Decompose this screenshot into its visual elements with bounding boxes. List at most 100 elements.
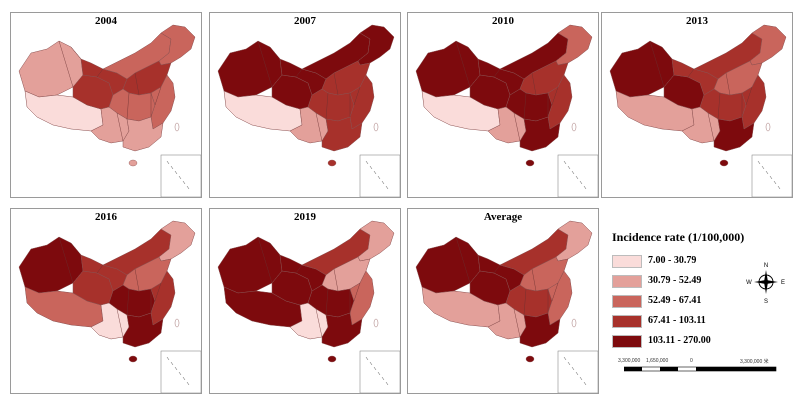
province-border — [315, 112, 323, 142]
map-region-south — [519, 116, 561, 152]
province-border — [295, 68, 303, 78]
scale-label-right: 3,300,000 米 — [740, 359, 769, 365]
province-border — [58, 236, 74, 284]
legend-label: 52.49 - 67.41 — [648, 295, 702, 306]
map-region-southeast — [547, 270, 573, 326]
map-panel: 2010 — [407, 12, 599, 198]
province-border — [717, 92, 721, 120]
nine-dash-line-segment — [583, 185, 587, 190]
map-region-southeast — [150, 270, 176, 326]
nine-dash-line-segment — [575, 371, 579, 376]
nine-dash-line-segment — [186, 381, 190, 386]
map-region-northeast — [357, 220, 395, 262]
province-border — [126, 92, 130, 120]
map-region-hainan — [327, 355, 337, 363]
scale-label-zero: 0 — [690, 358, 693, 364]
province-border — [58, 40, 74, 88]
nine-dash-line-segment — [757, 160, 761, 165]
nine-dash-line-segment — [166, 356, 170, 361]
nine-dash-line-segment — [170, 165, 174, 170]
nine-dash-line-segment — [765, 170, 769, 175]
province-border — [513, 112, 521, 142]
province-border — [325, 288, 329, 316]
nine-dash-line-segment — [365, 356, 369, 361]
compass-rose-icon: N S E W — [746, 263, 785, 304]
nine-dash-line-segment — [777, 185, 781, 190]
province-border — [116, 308, 124, 338]
nine-dash-line-segment — [769, 175, 773, 180]
map-region-south — [122, 116, 164, 152]
nine-dash-line-segment — [381, 180, 385, 185]
province-border — [551, 86, 559, 106]
scale-label-mid: 1,650,000 — [646, 358, 669, 364]
map-region-south — [321, 116, 363, 152]
province-border — [455, 236, 471, 284]
province-border — [96, 68, 104, 78]
panel-title: 2010 — [492, 15, 514, 27]
province-border — [513, 308, 521, 338]
nine-dash-line-segment — [567, 165, 571, 170]
province-border — [455, 40, 471, 88]
map-region-south — [519, 312, 561, 348]
province-border — [325, 92, 329, 120]
nine-dash-line-segment — [186, 185, 190, 190]
scale-bar: 3,300,000 1,650,000 0 3,300,000 米 — [618, 358, 778, 378]
panel-title: Average — [483, 211, 523, 223]
nine-dash-line-segment — [174, 170, 178, 175]
map-region-hainan — [719, 159, 729, 167]
nine-dash-line-segment — [170, 361, 174, 366]
province-border — [745, 86, 753, 106]
legend-label: 7.00 - 30.79 — [648, 255, 697, 266]
choropleth-map — [18, 24, 201, 197]
province-border — [353, 282, 361, 302]
legend-title: Incidence rate (1/100,000) — [612, 230, 745, 244]
province-border — [523, 288, 527, 316]
province-border — [467, 242, 479, 256]
compass-n: N — [764, 263, 768, 269]
province-border — [551, 282, 559, 302]
map-panel: 2016 — [10, 208, 202, 394]
map-region-hainan — [128, 355, 138, 363]
province-border — [154, 86, 162, 106]
nine-dash-line-segment — [579, 180, 583, 185]
province-border — [134, 268, 140, 292]
legend-swatch — [612, 275, 642, 288]
panel-title: 2019 — [294, 211, 316, 223]
map-region-northeast — [158, 24, 196, 66]
panel-title: 2004 — [95, 15, 117, 27]
nine-dash-line-segment — [571, 366, 575, 371]
legend-item: 7.00 - 30.79 — [612, 254, 732, 270]
legend-item: 67.41 - 103.11 — [612, 314, 732, 330]
nine-dash-line-segment — [563, 356, 567, 361]
choropleth-map — [609, 24, 792, 197]
map-region-northeast — [158, 220, 196, 262]
panel-title: 2007 — [294, 15, 316, 27]
province-border — [333, 268, 339, 292]
compass-e: E — [781, 280, 785, 286]
nine-dash-line-segment — [583, 381, 587, 386]
map-region-southeast — [349, 74, 375, 130]
nine-dash-line-segment — [178, 371, 182, 376]
map-region-taiwan — [373, 318, 379, 328]
nine-dash-line-segment — [373, 170, 377, 175]
legend-item: 52.49 - 67.41 — [612, 294, 732, 310]
map-region-northeast — [357, 24, 395, 66]
province-border — [269, 242, 281, 256]
nine-dash-line-segment — [174, 366, 178, 371]
province-border — [523, 92, 527, 120]
nine-dash-line-segment — [575, 175, 579, 180]
legend-swatch — [612, 335, 642, 348]
nine-dash-line-segment — [377, 371, 381, 376]
map-panel: Average — [407, 208, 599, 394]
legend-swatch — [612, 295, 642, 308]
province-border — [126, 288, 130, 316]
map-region-hainan — [327, 159, 337, 167]
compass-s: S — [764, 299, 768, 304]
map-region-hainan — [525, 159, 535, 167]
map-region-hainan — [525, 355, 535, 363]
province-border — [70, 242, 82, 256]
province-border — [116, 112, 124, 142]
legend-item: 103.11 - 270.00 — [612, 334, 732, 350]
province-border — [531, 268, 537, 292]
nine-dash-line-segment — [369, 361, 373, 366]
